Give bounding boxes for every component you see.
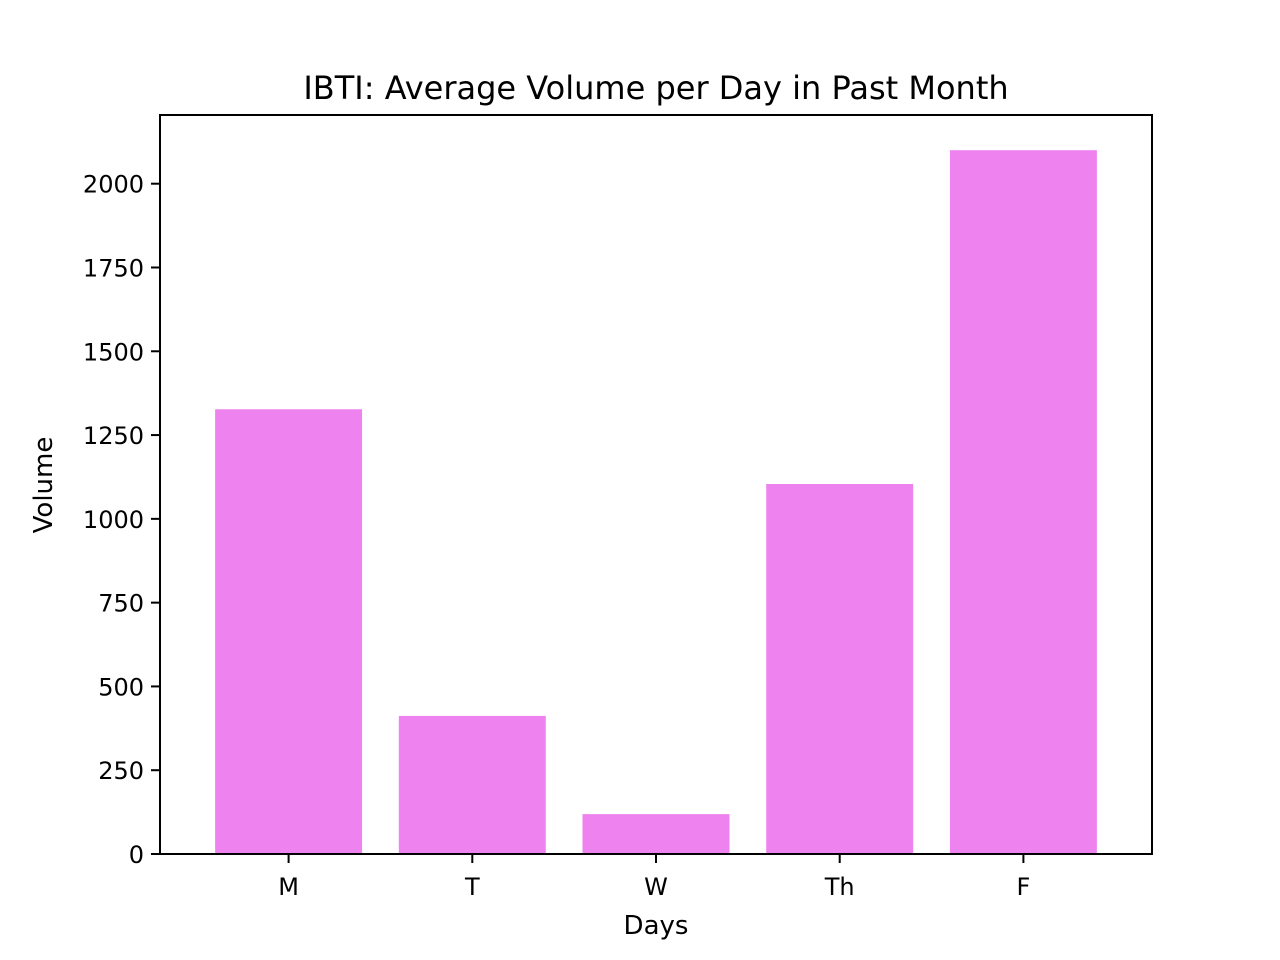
bar-t [398, 715, 546, 854]
bar-w [582, 814, 730, 854]
plot-frame [159, 114, 1153, 855]
y-tick-label: 1000 [83, 506, 144, 534]
x-tick-label: T [464, 873, 480, 901]
y-tick-label: 250 [98, 757, 144, 785]
y-axis-ticks: 0 250 500 750 1000 1250 1500 1750 2000 [83, 171, 160, 869]
y-tick-label: 1750 [83, 254, 144, 282]
y-tick-label: 2000 [83, 171, 144, 199]
x-tick-label: Th [824, 873, 855, 901]
y-tick-label: 750 [98, 590, 144, 618]
y-tick-label: 500 [98, 673, 144, 701]
bar-f [949, 150, 1097, 854]
y-axis-label: Volume [29, 437, 59, 534]
y-tick-label: 1500 [83, 338, 144, 366]
y-tick-label: 0 [129, 841, 144, 869]
bar-m [215, 409, 363, 854]
x-axis-ticks: M T W Th F [278, 854, 1030, 901]
bars [215, 150, 1097, 854]
x-tick-label: F [1017, 873, 1031, 901]
x-tick-label: W [644, 873, 668, 901]
x-axis-label: Days [624, 911, 689, 941]
bar-th [766, 483, 914, 854]
x-tick-label: M [278, 873, 299, 901]
y-tick-label: 1250 [83, 422, 144, 450]
chart-title: IBTI: Average Volume per Day in Past Mon… [303, 69, 1008, 107]
